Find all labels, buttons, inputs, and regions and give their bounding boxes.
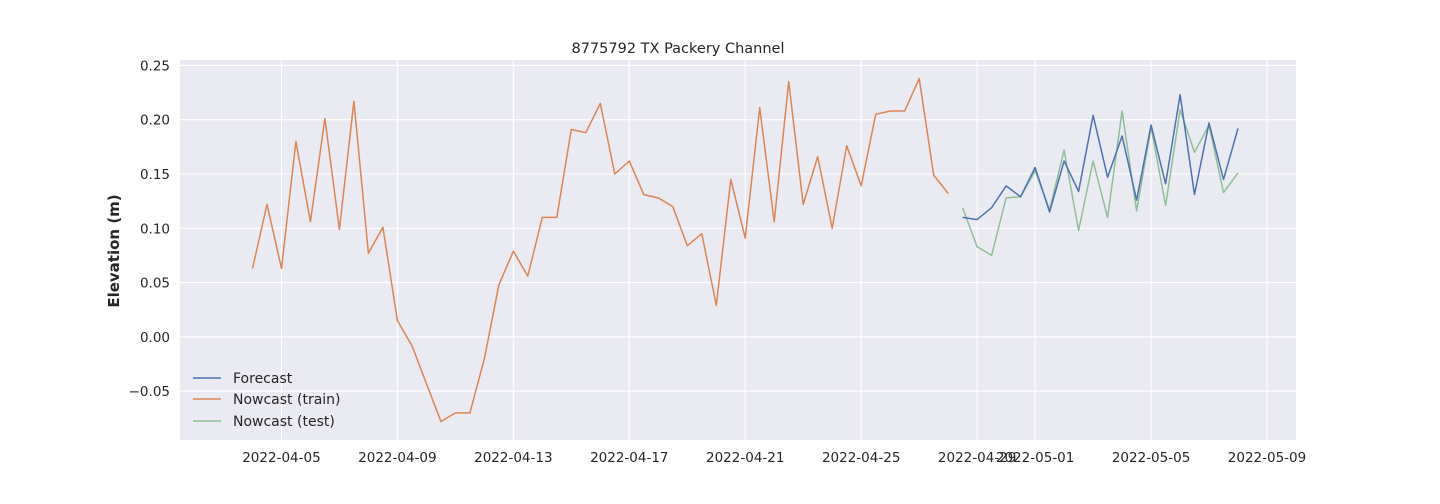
- x-tick-label: 2022-05-09: [1228, 450, 1306, 466]
- y-tick-label: 0.00: [140, 330, 170, 346]
- x-tick-label: 2022-04-13: [474, 450, 552, 466]
- y-axis-label: Elevation (m): [105, 194, 123, 307]
- series-line-nowcast-test: [961, 109, 1239, 257]
- legend-label-forecast: Forecast: [233, 371, 293, 387]
- chart-title: 8775792 TX Packery Channel: [571, 41, 784, 57]
- x-tick-label: 2022-04-29: [938, 450, 1016, 466]
- y-tick-label: 0.15: [140, 167, 170, 183]
- series-lines: [251, 77, 1239, 423]
- series-line-forecast: [962, 93, 1239, 221]
- x-tick-label: 2022-04-05: [242, 450, 320, 466]
- y-tick-label: −0.05: [129, 384, 170, 400]
- y-tick-label: 0.10: [140, 221, 170, 237]
- y-tick-label: 0.20: [140, 113, 170, 129]
- tick-labels: 2022-04-05 2022-04-09 2022-04-13 2022-04-17…: [129, 58, 1307, 466]
- legend-label-nowcast-train: Nowcast (train): [233, 392, 341, 408]
- x-tick-label: 2022-05-01: [996, 450, 1074, 466]
- x-tick-label: 2022-04-25: [822, 450, 900, 466]
- x-tick-label: 2022-05-05: [1112, 450, 1190, 466]
- x-tick-label: 2022-04-17: [590, 450, 668, 466]
- legend: Forecast Nowcast (train) Nowcast (test): [193, 371, 341, 430]
- x-tick-label: 2022-04-21: [706, 450, 784, 466]
- legend-label-nowcast-test: Nowcast (test): [233, 414, 335, 430]
- y-tick-label: 0.05: [140, 276, 170, 292]
- x-tick-label: 2022-04-09: [358, 450, 436, 466]
- y-tick-label: 0.25: [140, 58, 170, 74]
- series-line-nowcast-train: [251, 77, 949, 423]
- plot-area: [180, 60, 1296, 440]
